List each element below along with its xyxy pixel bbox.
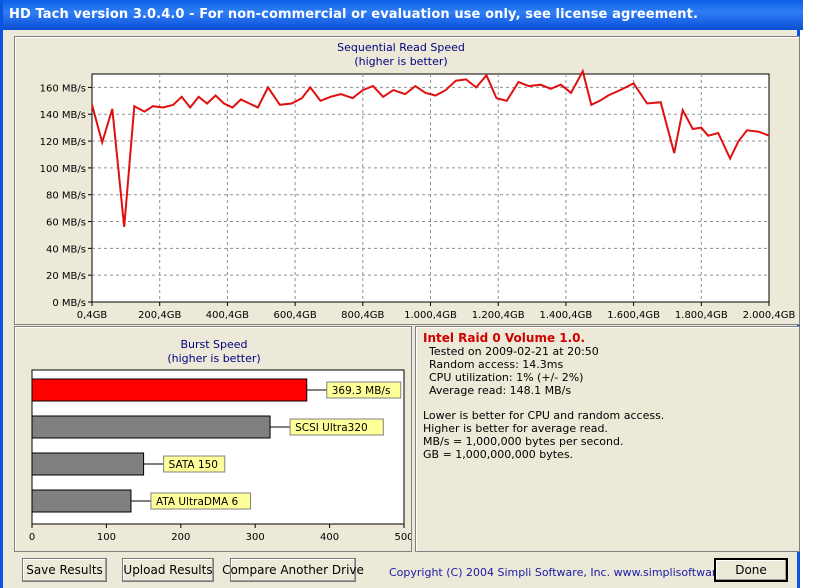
drive-info-panel: Intel Raid 0 Volume 1.0. Tested on 2009-… <box>415 326 800 552</box>
burst-x-tick-label: 0 <box>29 532 35 543</box>
seq-y-tick-label: 20 MB/s <box>46 271 86 282</box>
title-bar[interactable]: HD Tach version 3.0.4.0 - For non-commer… <box>3 0 803 30</box>
seq-y-tick-label: 160 MB/s <box>40 83 86 94</box>
seq-y-tick-label: 120 MB/s <box>40 137 86 148</box>
burst-label-box <box>163 455 226 473</box>
seq-read-series-line <box>91 68 770 228</box>
random-access: Random access: 14.3ms <box>429 358 564 371</box>
seq-x-tick-label: 1.400,4GB <box>540 310 593 321</box>
seq-x-tick-label: 800,4GB <box>341 310 384 321</box>
copyright-text: Copyright (C) 2004 Simpli Software, Inc.… <box>389 566 750 579</box>
seq-y-tick-label: 80 MB/s <box>46 191 86 202</box>
burst-bar <box>31 452 145 476</box>
burst-bar-label: ATA UltraDMA 6 <box>156 496 239 508</box>
seq-x-tick-label: 0,4GB <box>77 310 108 321</box>
burst-label-box <box>289 418 384 436</box>
seq-x-tick-label: 2.000,4GB <box>743 310 796 321</box>
burst-chart-title: Burst Speed <box>180 338 247 351</box>
seq-y-tick-label: 0 MB/s <box>52 298 86 309</box>
window-title: HD Tach version 3.0.4.0 - For non-commer… <box>9 7 698 22</box>
seq-y-tick-label: 40 MB/s <box>46 244 86 255</box>
burst-label-box <box>326 381 402 399</box>
burst-bar <box>31 378 308 402</box>
burst-x-tick-label: 400 <box>320 532 339 543</box>
burst-speed-chart: Burst Speed (higher is better) 369.3 MB/… <box>29 338 414 543</box>
seq-chart-subtitle: (higher is better) <box>354 55 447 68</box>
burst-chart-subtitle: (higher is better) <box>167 352 260 365</box>
note-lower-better: Lower is better for CPU and random acces… <box>423 409 665 422</box>
burst-bar <box>31 415 271 439</box>
burst-label-box <box>150 492 252 510</box>
seq-x-tick-label: 1.000,4GB <box>404 310 457 321</box>
seq-x-tick-label: 1.600,4GB <box>607 310 660 321</box>
seq-chart-title: Sequential Read Speed <box>337 41 465 54</box>
sequential-read-panel: Sequential Read Speed (higher is better)… <box>14 36 800 325</box>
upload-results-label: Upload Results <box>123 563 213 577</box>
seq-x-tick-label: 1.200,4GB <box>472 310 525 321</box>
burst-bar-label: SATA 150 <box>169 459 218 471</box>
compare-another-drive-button[interactable]: Compare Another Drive <box>222 558 364 582</box>
burst-bar-label: SCSI Ultra320 <box>295 422 368 434</box>
burst-bar <box>31 489 132 513</box>
seq-x-tick-label: 400,4GB <box>206 310 249 321</box>
seq-x-tick-label: 1.800,4GB <box>675 310 728 321</box>
done-button[interactable]: Done <box>714 558 788 582</box>
compare-another-drive-label: Compare Another Drive <box>222 563 364 577</box>
burst-x-tick-label: 300 <box>246 532 265 543</box>
drive-name: Intel Raid 0 Volume 1.0. <box>423 331 586 345</box>
note-gb-definition: GB = 1,000,000,000 bytes. <box>423 448 574 461</box>
sequential-read-chart: Sequential Read Speed (higher is better)… <box>40 41 796 321</box>
burst-x-tick-label: 500 <box>394 532 411 543</box>
done-label: Done <box>735 563 767 577</box>
seq-y-tick-label: 140 MB/s <box>40 110 86 121</box>
tested-date: Tested on 2009-02-21 at 20:50 <box>429 345 599 358</box>
hdtach-window: HD Tach version 3.0.4.0 - For non-commer… <box>0 0 803 588</box>
seq-x-tick-label: 600,4GB <box>273 310 316 321</box>
burst-speed-panel: Burst Speed (higher is better) 369.3 MB/… <box>14 326 414 552</box>
note-higher-better: Higher is better for average read. <box>423 422 608 435</box>
average-read: Average read: 148.1 MB/s <box>429 384 572 397</box>
burst-x-tick-label: 200 <box>171 532 190 543</box>
burst-bar-label: 369.3 MB/s <box>332 385 391 397</box>
burst-x-tick-label: 100 <box>97 532 116 543</box>
seq-y-tick-label: 60 MB/s <box>46 218 86 229</box>
note-mbs-definition: MB/s = 1,000,000 bytes per second. <box>423 435 624 448</box>
cpu-utilization: CPU utilization: 1% (+/- 2%) <box>429 371 584 384</box>
save-results-label: Save Results <box>26 563 103 577</box>
upload-results-button[interactable]: Upload Results <box>122 558 214 582</box>
seq-x-tick-label: 200,4GB <box>138 310 181 321</box>
save-results-button[interactable]: Save Results <box>22 558 107 582</box>
seq-y-tick-label: 100 MB/s <box>40 164 86 175</box>
